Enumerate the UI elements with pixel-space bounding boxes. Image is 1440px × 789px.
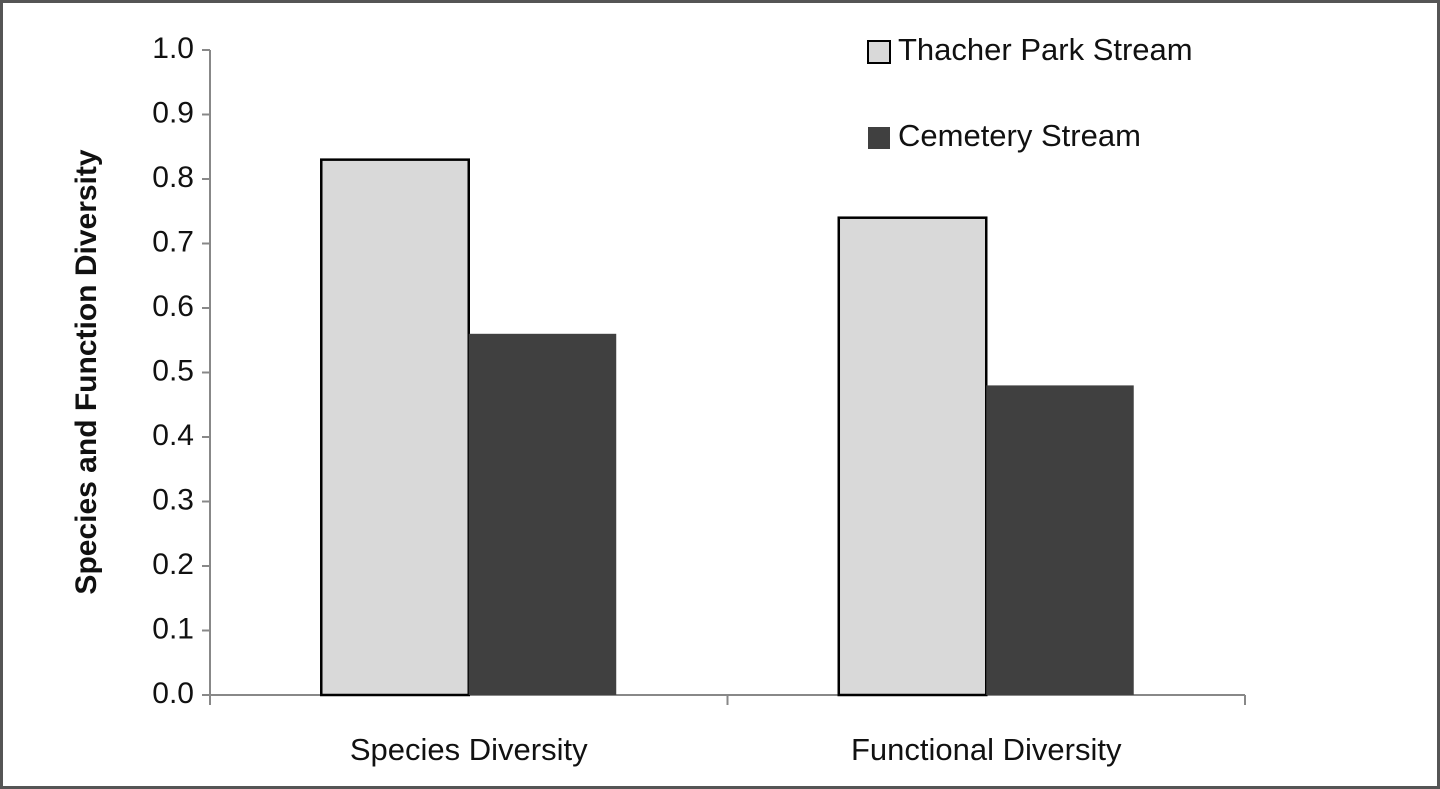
y-tick-label: 1.0: [152, 32, 194, 65]
y-axis-label: Species and Function Diversity: [70, 149, 103, 594]
y-tick-label: 0.6: [152, 290, 194, 323]
y-tick-label: 0.7: [152, 225, 194, 258]
x-tick-label: Functional Diversity: [851, 732, 1122, 767]
y-tick-label: 0.8: [152, 161, 194, 194]
bar: [837, 216, 988, 697]
y-tick-label: 0.1: [152, 612, 194, 645]
y-tick-label: 0.9: [152, 96, 194, 129]
y-tick-label: 0.3: [152, 483, 194, 516]
bar: [986, 385, 1134, 695]
legend-swatch: [868, 127, 890, 149]
legend-swatch: [867, 40, 891, 64]
x-tick-label: Species Diversity: [350, 732, 588, 767]
y-tick-label: 0.0: [152, 677, 194, 710]
y-tick-label: 0.2: [152, 548, 194, 581]
y-tick-label: 0.5: [152, 354, 194, 387]
bar: [320, 158, 471, 697]
legend-label: Cemetery Stream: [898, 118, 1141, 153]
legend-label: Thacher Park Stream: [898, 32, 1193, 67]
bar: [468, 333, 617, 695]
y-tick-label: 0.4: [152, 419, 194, 452]
